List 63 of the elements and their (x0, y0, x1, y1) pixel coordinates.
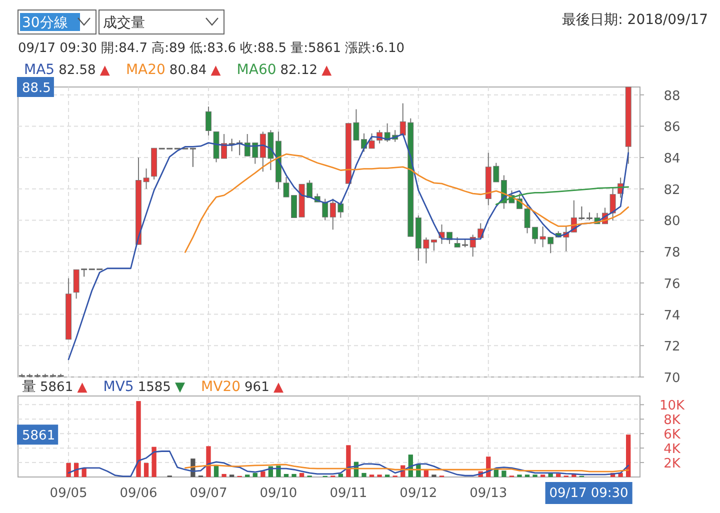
text: MA5 (24, 62, 55, 78)
y-tick-label: 4K (664, 442, 681, 458)
bar (338, 474, 343, 477)
x-tick-label: 09/07 (190, 486, 228, 501)
bar (362, 472, 366, 477)
y-tick-label: 80 (664, 214, 680, 230)
y-tick-label: 74 (664, 308, 680, 324)
text: 961 ▲ (244, 380, 284, 395)
y-tick-label: 76 (664, 276, 680, 292)
y-tick-label: 8K (664, 413, 681, 428)
y-tick-label: 6K (664, 428, 681, 443)
bar (284, 474, 289, 477)
bar (252, 472, 258, 477)
bar (152, 446, 156, 477)
bar (502, 470, 506, 477)
text: 80.84 ▲ (169, 63, 221, 78)
bar (494, 468, 498, 477)
bar (136, 401, 141, 477)
bar (299, 472, 304, 477)
y-tick-label: 84 (664, 152, 680, 167)
x-tick-label: 09/11 (330, 486, 368, 501)
y-tick-label: 78 (664, 246, 680, 261)
tag: 5861 (17, 424, 58, 445)
bar (206, 446, 211, 477)
bar (214, 465, 219, 477)
y-tick-label: 10K (659, 398, 686, 414)
annotation: 88.5 (22, 81, 51, 96)
text: MV5 (103, 379, 134, 395)
text: 5861 ▲ (40, 380, 88, 395)
y-tick-label: 88 (664, 88, 680, 104)
bar (144, 462, 149, 477)
xtag: 09/17 09:30 (545, 482, 632, 504)
annotation: 5861 (22, 428, 56, 444)
text: 量 (22, 379, 36, 395)
bar (222, 474, 226, 477)
text: MA60 (236, 62, 276, 78)
line-series (184, 153, 630, 253)
bar (292, 474, 296, 477)
bar (346, 445, 351, 477)
bar (66, 462, 71, 477)
x-tick-label: 09/06 (120, 486, 158, 501)
y-tick-label: 86 (664, 120, 680, 136)
y-tick-label: 70 (664, 371, 680, 386)
line-series (184, 464, 630, 472)
tag: 88.5 (17, 77, 54, 97)
y-tick-label: 82 (664, 182, 680, 198)
bar (626, 434, 631, 477)
bar (260, 471, 266, 477)
bar (556, 474, 561, 477)
chart-title: 最後日期: 2018/09/17 (562, 12, 708, 28)
text: 82.12 ▲ (280, 63, 332, 78)
y-tick-label: 2K (664, 456, 681, 472)
x-tick-label: 09/13 (470, 486, 508, 501)
x-tick-label: 09/05 (50, 486, 88, 501)
chart-subtitle: 09/17 09:30 開:84.7 高:89 低:83.6 收:88.5 量:5861 漲跌:6.10 (18, 40, 405, 56)
text: MV20 (201, 379, 241, 395)
line-series (68, 450, 630, 478)
text: MA20 (126, 62, 166, 78)
x-tick-label: 09/12 (400, 486, 438, 501)
text: 82.58 ▲ (58, 63, 110, 78)
y-tick-label: 72 (664, 340, 680, 355)
x-tick-label: 09/10 (260, 486, 298, 501)
text: 1585 ▼ (138, 380, 186, 395)
